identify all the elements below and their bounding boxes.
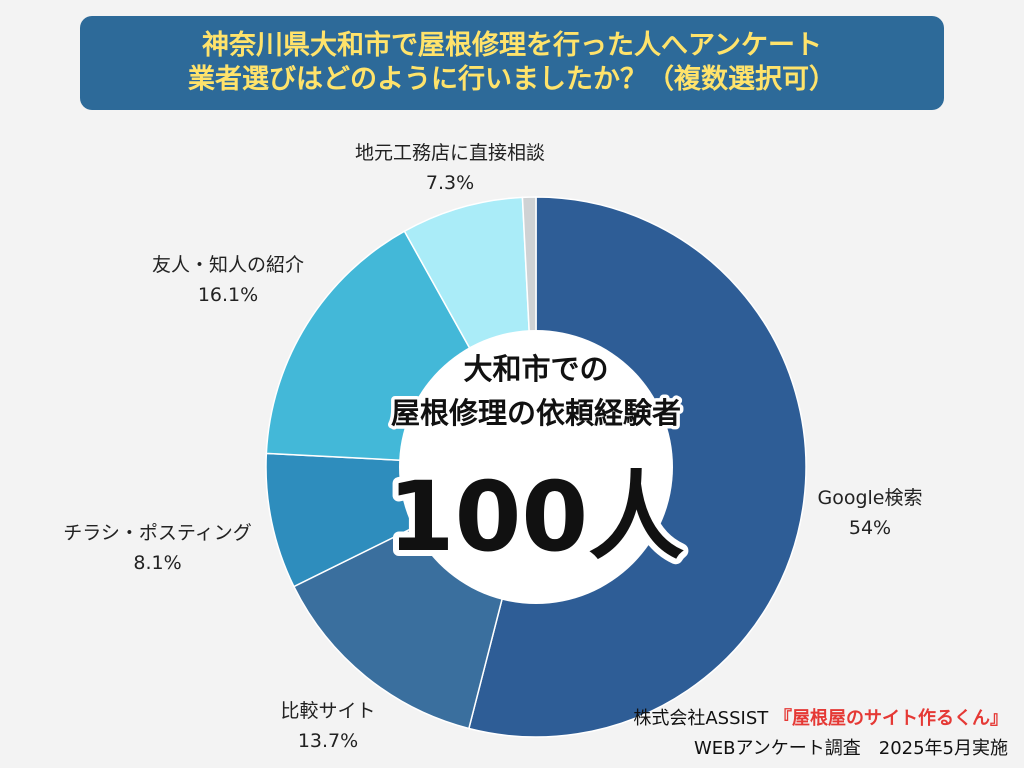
title-line-1: 神奈川県大和市で屋根修理を行った人へアンケート xyxy=(202,30,822,61)
footer-credit: 株式会社ASSIST 『屋根屋のサイト作るくん』 xyxy=(633,704,1008,730)
center-line-2: 屋根修理の依頼経験者 xyxy=(391,396,681,430)
slice-label-local-contractor-value: 7.3% xyxy=(425,172,475,194)
title-line-2: 業者選びはどのように行いましたか？（複数選択可） xyxy=(188,64,836,95)
center-line-1: 大和市での xyxy=(463,352,608,386)
slice-label-flyer-value: 8.1% xyxy=(133,552,182,574)
footer-service-name: 『屋根屋のサイト作るくん』 xyxy=(774,708,1008,729)
footer-survey-info: WEBアンケート調査 2025年5月実施 xyxy=(693,738,1008,759)
slice-label-google: Google検索 54% xyxy=(800,483,940,543)
slice-label-comparison-value: 13.7% xyxy=(297,730,359,752)
slice-label-local-contractor-name: 地元工務店に直接相談 xyxy=(354,142,545,164)
slice-label-comparison: 比較サイト 13.7% xyxy=(258,696,398,756)
slice-label-flyer: チラシ・ポスティング 8.1% xyxy=(40,518,275,578)
slice-label-comparison-name: 比較サイト xyxy=(280,700,376,722)
center-disc xyxy=(399,330,673,604)
footer-company: 株式会社ASSIST xyxy=(633,708,769,729)
title-banner: 神奈川県大和市で屋根修理を行った人へアンケート 業者選びはどのように行いましたか… xyxy=(80,16,944,110)
slice-label-referral-name: 友人・知人の紹介 xyxy=(151,254,304,276)
slice-label-google-name: Google検索 xyxy=(817,487,923,509)
slice-label-referral-value: 16.1% xyxy=(197,284,259,306)
slice-label-flyer-name: チラシ・ポスティング xyxy=(63,522,252,544)
respondent-count: 100人 xyxy=(388,461,684,573)
slice-label-local-contractor: 地元工務店に直接相談 7.3% xyxy=(330,138,570,198)
slice-label-google-value: 54% xyxy=(848,517,892,539)
slice-label-referral: 友人・知人の紹介 16.1% xyxy=(128,250,328,310)
